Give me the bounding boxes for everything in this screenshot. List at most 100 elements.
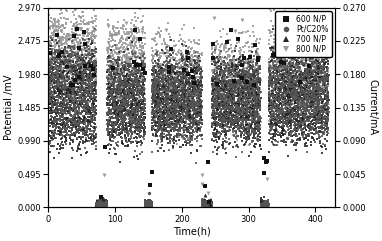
Point xyxy=(69,81,75,85)
Point xyxy=(234,67,240,70)
Point xyxy=(61,50,67,54)
Point xyxy=(236,104,242,108)
Point xyxy=(305,70,311,74)
Point xyxy=(135,89,141,93)
Point xyxy=(146,203,152,207)
Point xyxy=(305,94,311,98)
Point xyxy=(45,34,52,38)
Point xyxy=(84,49,90,53)
Point xyxy=(235,89,241,93)
Point xyxy=(201,205,207,208)
Point xyxy=(50,68,56,72)
Point xyxy=(174,87,180,90)
Point xyxy=(310,94,316,98)
Point xyxy=(52,20,58,23)
Point xyxy=(191,89,197,93)
Point xyxy=(159,88,165,92)
Point xyxy=(141,86,147,90)
Point xyxy=(95,205,101,209)
Point xyxy=(70,72,76,75)
Point xyxy=(292,69,298,73)
Point xyxy=(168,54,175,57)
Point xyxy=(110,44,116,47)
Point xyxy=(284,112,290,115)
Point xyxy=(167,88,173,92)
Point xyxy=(306,86,312,89)
Point xyxy=(261,206,267,209)
Point xyxy=(172,82,178,86)
Point xyxy=(289,50,295,54)
Point xyxy=(207,204,214,208)
Point xyxy=(183,115,189,119)
Point xyxy=(304,24,311,28)
Point xyxy=(314,104,320,108)
Point xyxy=(187,116,193,120)
Point xyxy=(274,110,280,114)
Point xyxy=(270,109,276,113)
Point xyxy=(153,70,159,74)
Point xyxy=(77,75,83,79)
Point xyxy=(199,204,205,208)
Point xyxy=(101,201,107,204)
Point xyxy=(171,110,177,114)
Point xyxy=(196,91,202,95)
Point xyxy=(211,116,217,120)
Point xyxy=(270,94,276,98)
Point xyxy=(88,95,94,99)
Point xyxy=(130,89,136,93)
Point xyxy=(205,204,211,208)
Point xyxy=(180,108,186,112)
Point xyxy=(64,72,70,76)
Point xyxy=(178,81,184,85)
Point xyxy=(300,113,306,116)
Point xyxy=(293,134,299,137)
Point xyxy=(317,135,323,139)
Point xyxy=(130,86,136,90)
Point xyxy=(272,134,278,137)
Point xyxy=(63,60,70,64)
Point xyxy=(57,69,63,73)
Point xyxy=(299,73,305,76)
Point xyxy=(241,100,248,104)
Point xyxy=(204,204,210,208)
Point xyxy=(319,76,325,80)
Point xyxy=(263,206,269,209)
Point xyxy=(46,97,52,101)
Point xyxy=(234,81,240,85)
Point xyxy=(199,199,206,203)
Point xyxy=(164,114,170,118)
Point xyxy=(53,67,59,71)
Point xyxy=(81,121,87,125)
Point xyxy=(235,129,241,133)
Point xyxy=(170,108,176,112)
Point xyxy=(156,89,162,93)
Point xyxy=(171,86,177,90)
Point xyxy=(270,106,276,110)
Point xyxy=(234,101,240,105)
Point xyxy=(257,80,263,84)
Point xyxy=(169,101,175,105)
Point xyxy=(253,101,259,105)
Point xyxy=(251,119,257,123)
Point xyxy=(202,203,208,207)
Point xyxy=(280,112,286,116)
Point xyxy=(254,98,260,102)
Point xyxy=(222,101,228,105)
Point xyxy=(158,92,164,96)
Point xyxy=(263,204,269,208)
Point xyxy=(259,201,265,205)
Point xyxy=(310,113,316,117)
Point xyxy=(246,101,252,105)
Point xyxy=(57,88,63,92)
Point xyxy=(129,66,136,70)
Point xyxy=(184,92,190,96)
Point xyxy=(107,55,113,59)
Point xyxy=(141,104,147,108)
Point xyxy=(225,72,231,75)
Point xyxy=(246,118,252,122)
Point xyxy=(148,202,154,206)
Point xyxy=(299,96,305,100)
Point xyxy=(160,113,166,116)
Point xyxy=(290,107,296,110)
Point xyxy=(235,67,241,70)
